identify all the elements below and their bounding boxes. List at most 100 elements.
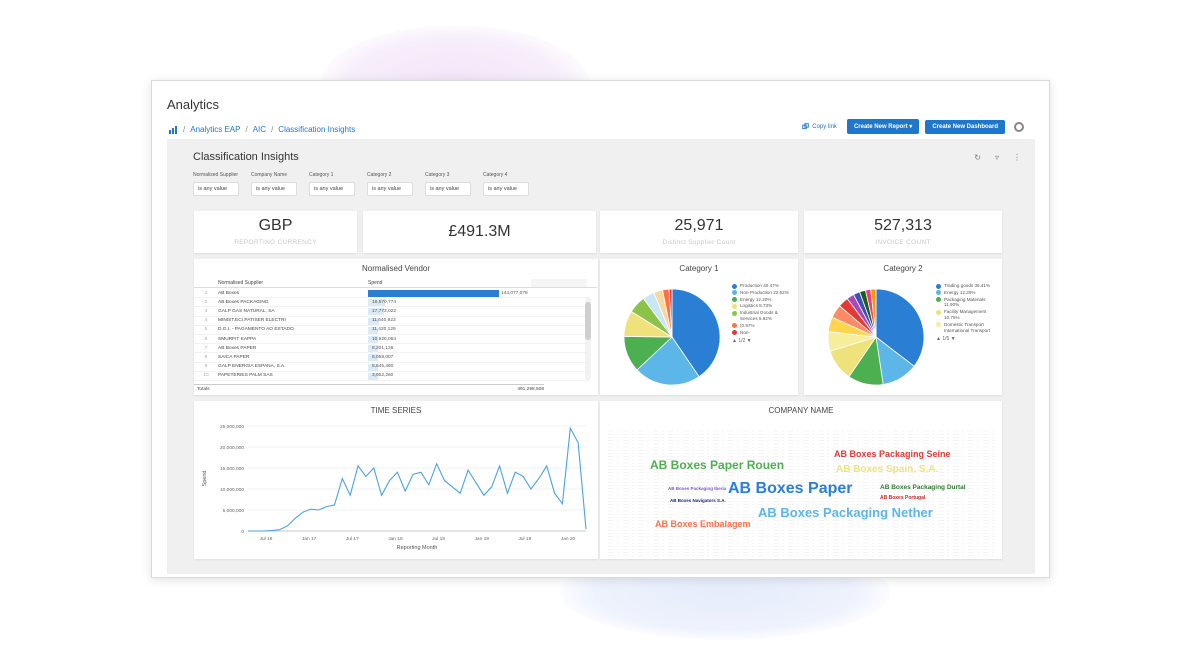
pie-slice[interactable] [668, 288, 673, 338]
legend-item[interactable]: Packaging Materials 11.90% [936, 297, 994, 309]
filter-icon[interactable]: ▿ [994, 153, 999, 162]
gear-icon[interactable] [1014, 121, 1024, 132]
legend-item[interactable]: Energy 12.20% [732, 297, 790, 303]
copy-link-button[interactable]: Copy link [802, 123, 837, 130]
create-report-button[interactable]: Create New Report ▾ [846, 119, 920, 134]
word-cloud-word[interactable]: AB Boxes Navigators S.A. [670, 498, 726, 503]
table-header: Normalised Supplier Spend [194, 279, 597, 288]
legend-item[interactable]: Energy 12.20% [936, 290, 994, 296]
legend-item[interactable]: Domestic Transport International Transpo… [936, 322, 994, 334]
legend-swatch [732, 283, 737, 289]
legend-swatch [936, 322, 941, 328]
y-axis-label: Spend [202, 471, 208, 487]
legend-label: Production 40.47% [740, 283, 779, 288]
legend-item[interactable]: Non- [732, 330, 790, 336]
column-header-supplier[interactable]: Normalised Supplier [218, 280, 264, 286]
pie-slice[interactable] [636, 336, 700, 386]
page-up-icon[interactable]: ▲ [732, 338, 739, 345]
table-scrollbar[interactable] [585, 297, 591, 380]
scrollbar-thumb[interactable] [585, 302, 591, 340]
table-row[interactable]: 3 GALP GAS NATURAL, SA 17,773,022 [194, 307, 589, 317]
chevron-down-icon: ▾ [909, 124, 913, 130]
row-index: 1 [204, 290, 208, 296]
series-line[interactable] [248, 426, 587, 532]
supplier-name: AB Boxes PACKAGING [218, 299, 269, 305]
legend-pager[interactable]: ▲ 1/5 ▼ [936, 336, 994, 342]
row-index: 3 [204, 308, 208, 314]
pie-slice[interactable] [870, 288, 877, 338]
word-cloud-word[interactable]: AB Boxes Packaging Iberia [668, 486, 727, 491]
word-cloud-word[interactable]: AB Boxes Packaging Seine [834, 449, 951, 459]
legend-swatch [732, 303, 737, 309]
x-tick-label: Jan 20 [561, 536, 576, 542]
legend-item[interactable]: Logistics 8.73% [732, 303, 790, 309]
time-series-card: TIME SERIES 0 5,000,000 10,000,000 15,000,0… [194, 401, 598, 559]
legend-item[interactable]: Non-Production 22.52% [732, 290, 790, 296]
legend-item[interactable]: Industrial Goods & Services 5.92% [732, 310, 790, 322]
kpi-label: REPORTING CURRENCY [234, 239, 317, 246]
table-row[interactable]: 6 SMURFIT KAPPA 10,926,064 [194, 335, 589, 345]
filter-value-chip[interactable]: is any value [251, 182, 297, 196]
legend-item[interactable]: (0.97% [732, 323, 790, 329]
table-row[interactable]: 9 GALP ENERGIA ESPAÑA, S.A. 5,645,460 [194, 363, 589, 372]
pie-slice[interactable] [875, 288, 925, 367]
column-header-spend[interactable]: Spend [368, 280, 383, 286]
word-cloud-word[interactable]: AB Boxes Paper [728, 480, 853, 497]
table-row[interactable]: 2 AB Boxes PACKAGING 18,570,774 [194, 298, 589, 308]
filter-value-chip[interactable]: is any value [367, 182, 413, 196]
table-row[interactable]: 5 D.G.I. - PAGAMENTO AO ESTADO 11,420,129 [194, 326, 589, 335]
legend-item[interactable]: Facility Management 10.75% [936, 309, 994, 321]
card-title: Category 1 [679, 264, 719, 273]
legend-item[interactable]: Trading goods 35.41% [936, 283, 994, 289]
filter-value-chip[interactable]: is any value [193, 182, 239, 196]
legend-swatch [936, 309, 941, 315]
filter-value-chip[interactable]: is any value [309, 182, 355, 196]
page-down-icon[interactable]: ▼ [949, 336, 956, 343]
table-row[interactable]: 1 AB Boxes 144,077,078 [194, 289, 589, 299]
word-cloud-word[interactable]: AB Boxes Packaging Durtal [880, 484, 966, 491]
filter-value-chip[interactable]: is any value [425, 182, 471, 196]
spend-value: 11,640,923 [372, 318, 396, 324]
breadcrumb-item-aic[interactable]: AIC [252, 125, 267, 134]
word-cloud-word[interactable]: AB Boxes Portugal [880, 495, 926, 501]
legend-swatch [732, 297, 737, 303]
table-row[interactable]: 8 SAICA PAPER 6,059,007 [194, 353, 589, 363]
row-index: 10 [203, 373, 209, 379]
table-row[interactable]: 4 MINIST.ECI.PATISER ELECTRI 11,640,923 [194, 317, 589, 326]
category-2-pie-chart [827, 288, 925, 386]
breadcrumb-item-classification-insights[interactable]: Classification Insights [278, 125, 356, 134]
kpi-total-spend: £491.3M [363, 211, 596, 253]
table-row[interactable]: 7 AB Boxes PAPER 8,201,126 [194, 344, 589, 354]
word-cloud-word[interactable]: AB Boxes Embalagem [655, 519, 751, 529]
row-index: 6 [204, 336, 208, 342]
x-tick-label: Jul 18 [432, 536, 445, 542]
legend-item[interactable]: Production 40.47% [732, 283, 790, 289]
supplier-name: GALP GAS NATURAL, SA [218, 308, 275, 314]
card-title: COMPANY NAME [768, 406, 834, 415]
legend-swatch [936, 297, 941, 303]
dashboard-content: Classification Insights ↻ ▿ ⋮ Normalised… [167, 139, 1035, 574]
row-index: 4 [204, 318, 208, 324]
page-down-icon[interactable]: ▼ [745, 338, 752, 345]
supplier-name: SAICA PAPER [218, 354, 250, 360]
more-options-icon[interactable]: ⋮ [1013, 153, 1021, 162]
page-up-icon[interactable]: ▲ [936, 336, 943, 343]
legend-label: Energy 12.20% [944, 289, 976, 295]
pie-slice[interactable] [671, 288, 721, 378]
table-row[interactable]: 10 PAPETERIES PALM SAS 3,952,260 [194, 372, 589, 381]
word-cloud-word[interactable]: AB Boxes Spain, S.A. [836, 464, 938, 475]
x-tick-label: Jan 18 [388, 536, 403, 542]
breadcrumb-item-analytics-eap[interactable]: Analytics EAP [190, 125, 241, 134]
word-cloud-word[interactable]: AB Boxes Packaging Nether [758, 505, 933, 520]
word-cloud-word[interactable]: AB Boxes Paper Rouen [650, 458, 784, 472]
kpi-label: INVOICE COUNT [875, 239, 931, 246]
refresh-icon[interactable]: ↻ [974, 153, 981, 162]
spend-bar [368, 317, 379, 325]
legend-pager[interactable]: ▲ 1/2 ▼ [732, 338, 790, 344]
y-tick-label: 0 [241, 529, 244, 535]
create-dashboard-button[interactable]: Create New Dashboard [925, 119, 1005, 134]
filter-value-chip[interactable]: is any value [483, 182, 529, 196]
x-axis-label: Reporting Month [397, 545, 438, 551]
bar-chart-icon [169, 125, 178, 134]
legend-swatch [936, 283, 941, 289]
